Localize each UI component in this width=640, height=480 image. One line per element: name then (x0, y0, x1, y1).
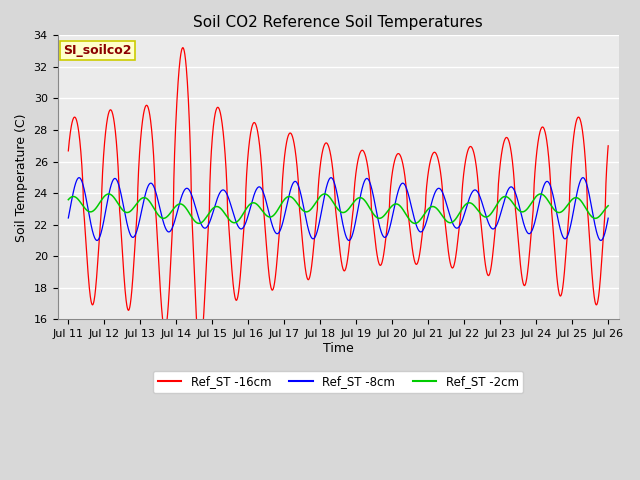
Ref_ST -2cm (604, 203, 612, 209)
Ref_ST -8cm (597, 238, 605, 243)
Legend: Ref_ST -16cm, Ref_ST -8cm, Ref_ST -2cm: Ref_ST -16cm, Ref_ST -8cm, Ref_ST -2cm (153, 371, 524, 393)
Text: SI_soilco2: SI_soilco2 (63, 44, 132, 57)
Line: Ref_ST -8cm: Ref_ST -8cm (68, 178, 608, 240)
Ref_ST -2cm (411, 220, 419, 226)
Ref_ST -8cm (557, 228, 564, 233)
X-axis label: Time: Time (323, 342, 354, 355)
Ref_ST -2cm (572, 195, 580, 201)
Ref_ST -16cm (216, 107, 223, 112)
Ref_ST -8cm (366, 179, 374, 185)
Ref_ST -8cm (215, 192, 223, 197)
Ref_ST -8cm (354, 206, 362, 212)
Ref_ST -8cm (76, 175, 83, 180)
Ref_ST -16cm (179, 45, 187, 50)
Ref_ST -16cm (196, 347, 204, 352)
Ref_ST -2cm (557, 209, 564, 215)
Ref_ST -2cm (215, 204, 223, 210)
Line: Ref_ST -2cm: Ref_ST -2cm (68, 194, 608, 223)
Title: Soil CO2 Reference Soil Temperatures: Soil CO2 Reference Soil Temperatures (193, 15, 483, 30)
Ref_ST -2cm (321, 191, 328, 197)
Ref_ST -16cm (495, 169, 503, 175)
Ref_ST -8cm (572, 197, 579, 203)
Y-axis label: Soil Temperature (C): Soil Temperature (C) (15, 113, 28, 241)
Ref_ST -16cm (572, 120, 580, 125)
Ref_ST -16cm (366, 180, 374, 186)
Ref_ST -8cm (495, 216, 503, 221)
Line: Ref_ST -16cm: Ref_ST -16cm (68, 48, 608, 349)
Ref_ST -16cm (557, 293, 564, 299)
Ref_ST -2cm (65, 197, 72, 203)
Ref_ST -8cm (604, 216, 612, 221)
Ref_ST -16cm (355, 156, 362, 162)
Ref_ST -2cm (354, 195, 362, 201)
Ref_ST -16cm (65, 148, 72, 154)
Ref_ST -8cm (65, 215, 72, 221)
Ref_ST -2cm (366, 205, 374, 211)
Ref_ST -16cm (604, 143, 612, 149)
Ref_ST -2cm (495, 198, 503, 204)
